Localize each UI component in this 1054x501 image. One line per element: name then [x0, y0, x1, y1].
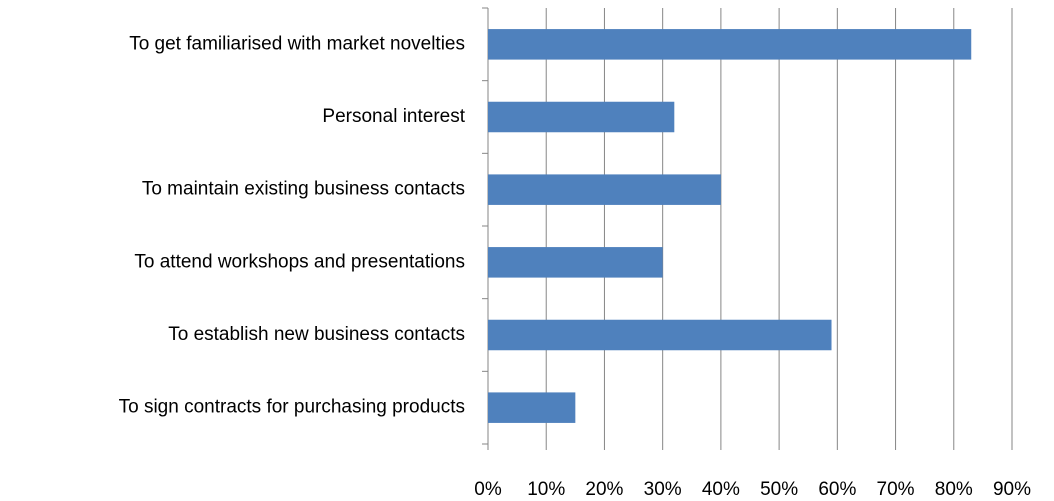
- bar: [488, 101, 675, 133]
- bar: [488, 174, 721, 205]
- bar: [488, 29, 972, 60]
- x-tick-label: 0%: [474, 479, 502, 500]
- x-tick-label: 60%: [818, 479, 856, 500]
- x-tick-label: 50%: [760, 479, 798, 500]
- x-tick-label: 20%: [585, 479, 623, 500]
- x-tick-label: 40%: [702, 479, 740, 500]
- bar: [488, 319, 832, 351]
- x-tick-label: 10%: [527, 479, 565, 500]
- y-tick-label: To attend workshops and presentations: [134, 251, 465, 272]
- y-tick-label: To maintain existing business contacts: [142, 179, 465, 200]
- y-tick-label: To get familiarised with market noveltie…: [129, 33, 465, 54]
- y-tick-label: Personal interest: [322, 106, 465, 127]
- x-tick-label: 30%: [644, 479, 682, 500]
- x-tick-label: 90%: [993, 479, 1031, 500]
- y-tick-label: To sign contracts for purchasing product…: [119, 397, 465, 418]
- x-tick-label: 80%: [935, 479, 973, 500]
- bar: [488, 392, 576, 423]
- bar: [488, 247, 663, 278]
- x-tick-label: 70%: [877, 479, 915, 500]
- y-tick-label: To establish new business contacts: [168, 324, 465, 345]
